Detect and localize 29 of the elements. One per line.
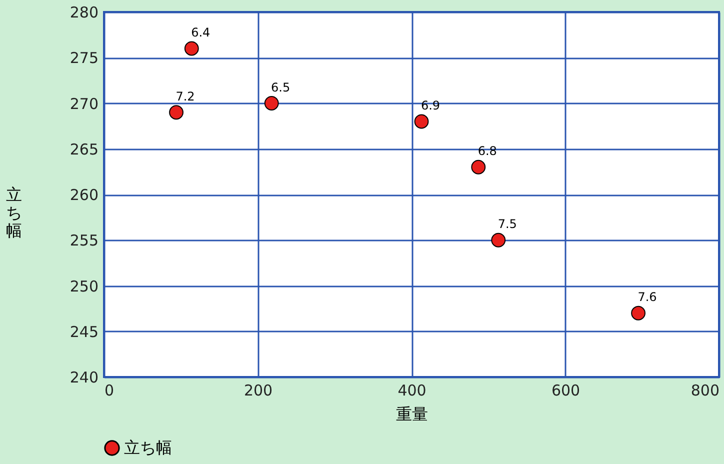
annotation: 6.5 (271, 80, 290, 94)
x-tick-label: 800 (690, 382, 720, 400)
x-tick-label: 200 (244, 382, 273, 400)
legend-label: 立ち幅 (124, 438, 172, 457)
x-tick-label: 0 (104, 382, 114, 400)
point (264, 96, 279, 110)
y-tick-label: 240 (70, 368, 98, 386)
point (414, 114, 429, 129)
point (491, 232, 506, 248)
y-tick-label: 280 (70, 4, 98, 22)
annotation: 7.2 (176, 89, 195, 104)
x-tick-label: 600 (551, 382, 580, 400)
annotation: 7.5 (498, 217, 517, 232)
x-axis-title: 重量 (396, 404, 428, 424)
y-tick-label: 245 (70, 322, 98, 341)
y-tick-label: 265 (70, 140, 98, 158)
annotation: 6.4 (191, 26, 210, 40)
x-tick-label: 400 (398, 382, 426, 400)
y-tick-label: 260 (70, 186, 98, 204)
y-tick-label: 275 (70, 49, 98, 68)
point (169, 105, 184, 120)
y-tick-label: 270 (70, 94, 98, 113)
point (184, 41, 199, 56)
annotation: 7.6 (638, 290, 657, 304)
y-tick-label: 255 (70, 232, 98, 250)
point (631, 306, 646, 320)
y-tick-label: 250 (70, 277, 98, 296)
point (471, 160, 486, 174)
y-axis-title: 立ち幅 (6, 185, 22, 240)
